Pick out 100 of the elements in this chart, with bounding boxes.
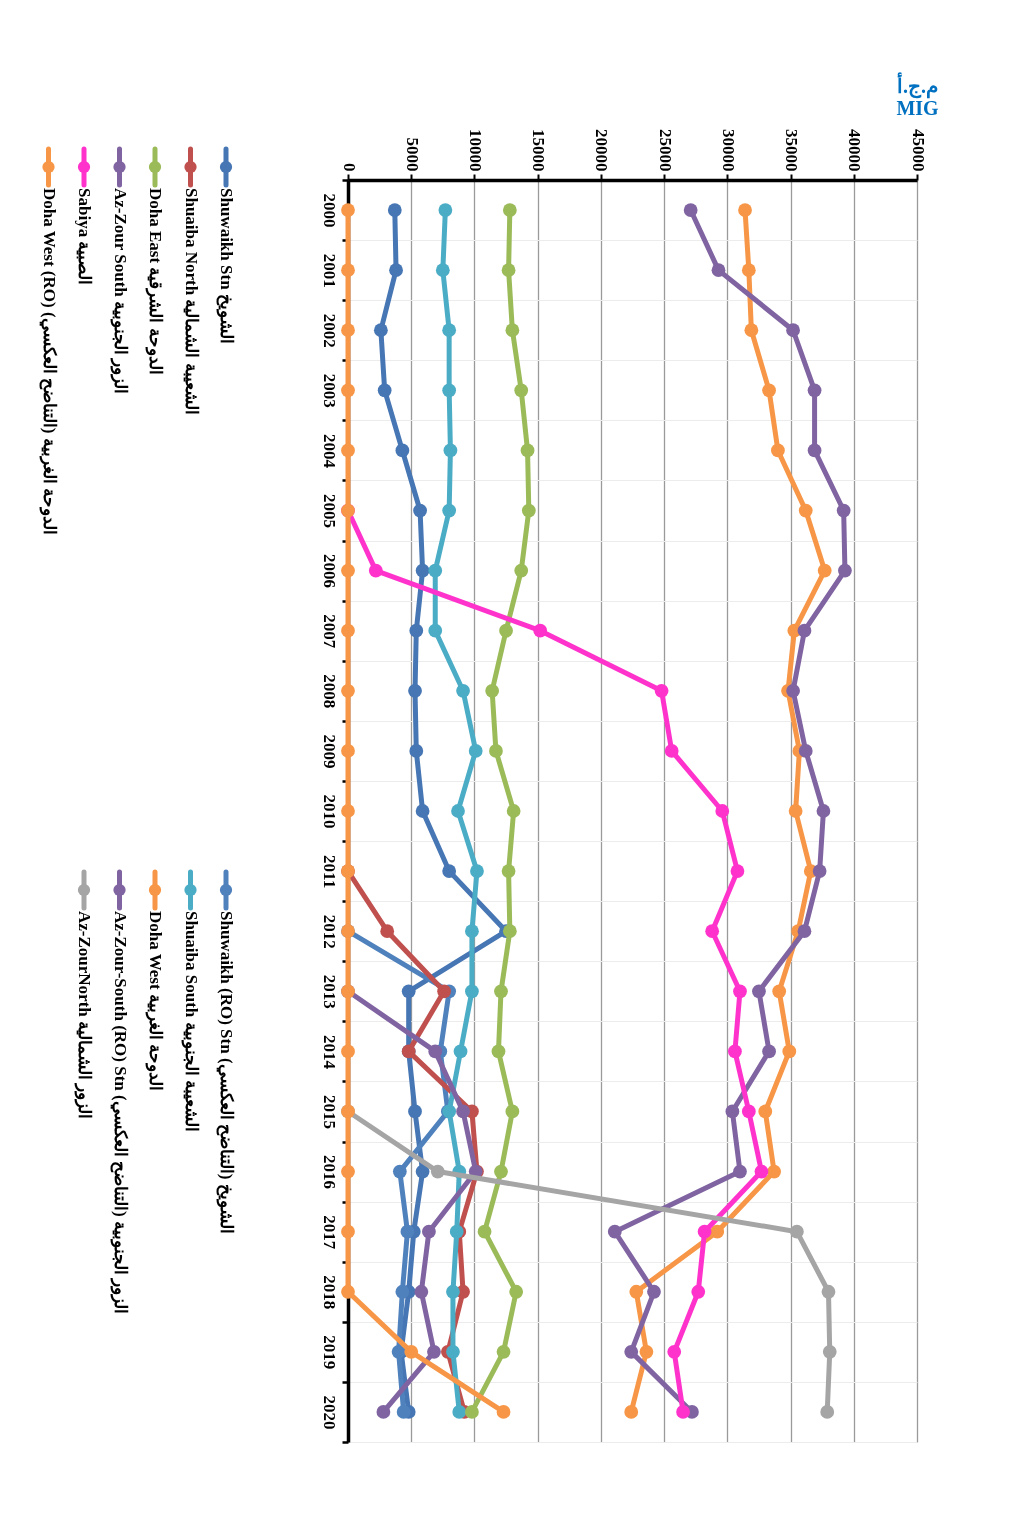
y-tick-label: 2018 <box>319 1275 339 1310</box>
point <box>664 744 679 758</box>
point <box>725 1104 740 1119</box>
point <box>788 804 803 818</box>
point <box>676 1405 690 1419</box>
point <box>715 804 730 818</box>
point <box>786 683 800 698</box>
point <box>415 1164 430 1179</box>
point <box>836 503 851 518</box>
y-tick-label: 2015 <box>319 1094 339 1129</box>
point <box>798 744 813 758</box>
point <box>409 744 424 758</box>
legend-label: Doha East الدوحة الشرقية <box>145 188 165 375</box>
point <box>754 1164 769 1179</box>
legend-label: Shuwaikh (RO) Stn الشويخ (التناضح العكسي) <box>216 911 236 1234</box>
point <box>428 563 443 578</box>
y-tick-label: 2002 <box>319 313 339 348</box>
y-tick-label: 2013 <box>319 974 339 1009</box>
legend-label: Shuaiba South الشعيبة الجنوبية <box>180 911 201 1132</box>
point <box>711 263 726 278</box>
y-tick-label: 2004 <box>319 433 339 469</box>
point <box>741 1104 756 1119</box>
point <box>797 924 812 939</box>
point <box>341 443 355 458</box>
point <box>485 683 500 698</box>
point <box>505 323 520 338</box>
y-tick-label: 2003 <box>319 373 339 408</box>
point <box>430 1164 445 1179</box>
x-tick-label: 15000 <box>529 129 549 172</box>
point <box>341 623 355 638</box>
point <box>816 804 831 818</box>
point <box>468 744 483 758</box>
point <box>629 1284 644 1299</box>
y-tick-label: 2012 <box>319 914 339 949</box>
point <box>502 924 517 939</box>
point <box>807 443 822 458</box>
point <box>647 1284 661 1299</box>
point <box>798 503 813 518</box>
point <box>456 683 470 698</box>
point <box>728 1044 742 1059</box>
point <box>730 864 745 878</box>
point <box>428 1044 443 1059</box>
point <box>392 1164 407 1179</box>
point <box>667 1344 682 1359</box>
point <box>456 1104 470 1119</box>
point <box>453 1044 468 1059</box>
y-tick-label: 2016 <box>319 1155 339 1190</box>
y-tick-label: 2006 <box>319 554 339 589</box>
point <box>465 984 479 999</box>
point <box>438 203 453 217</box>
point <box>442 503 457 518</box>
point <box>377 383 392 398</box>
point <box>789 1224 804 1239</box>
point <box>520 443 535 458</box>
point <box>404 1344 419 1359</box>
legend-label: Az-ZourNorth الزور الشمالية <box>74 911 94 1120</box>
legend-label: Az-Zour South الزور الجنوبية <box>109 188 130 395</box>
y-tick-label: 2010 <box>319 794 339 829</box>
point <box>496 1344 511 1359</box>
x-tick-label: 0 <box>339 163 359 172</box>
y-tick-label: 2014 <box>319 1034 339 1070</box>
y-tick-label: 2009 <box>319 734 339 769</box>
point <box>396 1405 411 1419</box>
point <box>514 563 529 578</box>
point <box>767 1164 782 1179</box>
point <box>741 263 756 278</box>
point <box>341 263 355 278</box>
legend-label: Shuaiba North الشعيبة الشمالية <box>181 188 201 415</box>
point <box>697 1224 712 1239</box>
point <box>446 1284 460 1299</box>
y-tick-label: 2019 <box>319 1335 339 1370</box>
point <box>772 984 787 999</box>
x-tick-label: 10000 <box>465 129 485 172</box>
point <box>442 383 457 398</box>
point <box>341 1224 355 1239</box>
point <box>415 563 430 578</box>
y-tick-label: 2000 <box>319 193 339 228</box>
point <box>435 263 450 278</box>
point <box>422 1224 436 1239</box>
point <box>341 804 355 818</box>
point <box>607 1224 622 1239</box>
point <box>822 1344 837 1359</box>
point <box>477 1224 492 1239</box>
point <box>639 1344 654 1359</box>
point <box>451 804 465 818</box>
point <box>494 1164 508 1179</box>
point <box>494 984 508 999</box>
point <box>373 323 388 338</box>
point <box>786 323 800 338</box>
point <box>691 1284 706 1299</box>
x-tick-label: 40000 <box>845 129 865 172</box>
point <box>341 563 355 578</box>
point <box>624 1405 639 1419</box>
point <box>409 623 424 638</box>
point <box>376 1405 391 1419</box>
point <box>710 1224 725 1239</box>
x-tick-label: 35000 <box>782 129 802 172</box>
point <box>400 1224 415 1239</box>
legend-label: Sabiya الصبية <box>75 188 94 286</box>
point <box>797 623 812 638</box>
